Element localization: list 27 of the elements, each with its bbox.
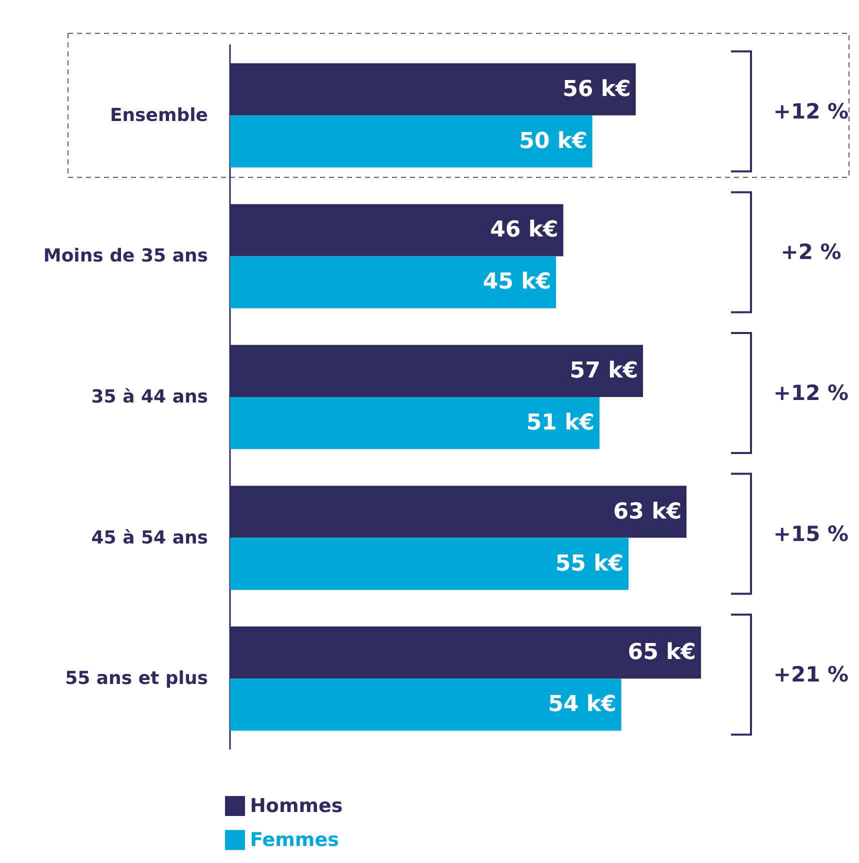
- text: +2 %: [780, 240, 842, 264]
- text: +12 %: [773, 99, 849, 124]
- bar: [230, 678, 622, 731]
- legend-label: Hommes: [250, 795, 343, 817]
- bar: [230, 397, 600, 450]
- data-label: 56 k€: [562, 76, 631, 102]
- text: +21 %: [773, 662, 849, 687]
- data-label: 57 k€: [570, 358, 638, 384]
- bar: [230, 115, 592, 168]
- text: +12 %: [773, 381, 849, 405]
- text: +15 %: [773, 522, 849, 546]
- y-tick-label: Ensemble: [110, 104, 208, 126]
- data-label: 63 k€: [613, 499, 682, 524]
- bar: [230, 538, 629, 590]
- data-label: 45 k€: [482, 270, 552, 295]
- data-label: 46 k€: [490, 218, 558, 243]
- bar: [230, 256, 556, 308]
- data-label: 51 k€: [526, 410, 595, 436]
- data-label: 65 k€: [628, 640, 696, 666]
- data-label: 55 k€: [555, 551, 624, 576]
- data-label: 54 k€: [548, 692, 616, 718]
- y-tick-label: Moins de 35 ans: [43, 246, 208, 267]
- data-label: 50 k€: [519, 128, 588, 154]
- y-tick-label: 45 à 54 ans: [91, 527, 208, 548]
- y-tick-label: 35 à 44 ans: [91, 386, 208, 408]
- y-tick-label: 55 ans et plus: [65, 668, 208, 690]
- legend-label: Femmes: [250, 829, 339, 851]
